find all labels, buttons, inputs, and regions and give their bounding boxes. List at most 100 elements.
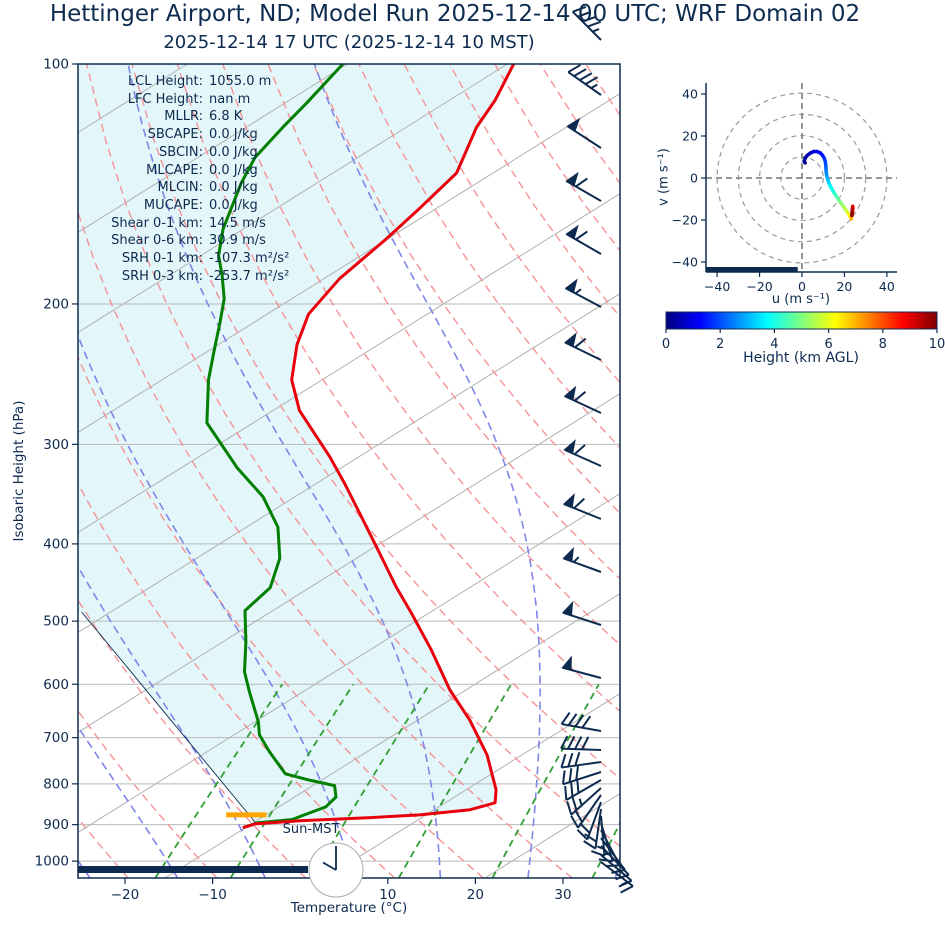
- wind-barb: [570, 794, 602, 829]
- dry-adiabat-line: [85, 64, 620, 848]
- hodograph-v-axis-label: v (m s⁻¹): [656, 148, 672, 206]
- hodograph-v-tick-label: 0: [690, 171, 698, 186]
- wind-barb: [576, 801, 602, 841]
- mixing-ratio-line: [591, 821, 620, 878]
- temperature-tick-label: −20: [111, 887, 140, 903]
- diagonal-guide-line: [78, 64, 348, 233]
- wind-barb: [565, 171, 602, 202]
- diagonal-guide-line: [324, 693, 620, 878]
- mixing-ratio-line: [154, 683, 284, 878]
- diagonal-guide-line: [78, 393, 620, 733]
- stat-label: SRH 0-1 km:: [121, 251, 203, 267]
- dry-adiabat-line: [131, 64, 620, 780]
- colorbar-tick-label: 10: [929, 337, 945, 352]
- wind-barb: [566, 787, 602, 816]
- page-title: Hettinger Airport, ND; Model Run 2025-12…: [49, 1, 861, 27]
- hodograph-u-tick-label: 40: [879, 279, 895, 294]
- stat-value: 0.0 J/kg: [209, 197, 258, 213]
- pressure-axis-label: Isobaric Height (hPa): [11, 400, 27, 542]
- diagonal-guide-line: [78, 493, 620, 833]
- hodograph-v-tick-label: −20: [672, 213, 698, 228]
- colorbar-tick-label: 2: [716, 337, 724, 352]
- pressure-tick-label: 100: [43, 57, 69, 73]
- temperature-tick-label: −10: [198, 887, 227, 903]
- moist-adiabat-line: [0, 64, 2, 878]
- stat-value: 30.9 m/s: [209, 233, 266, 249]
- hodograph-u-tick-label: 20: [836, 279, 852, 294]
- sounding-stats-box: LCL Height: 1055.0 m LFC Height: nan m MLL…: [75, 73, 289, 285]
- stat-label: SRH 0-3 km:: [121, 268, 203, 284]
- pressure-tick-label: 400: [43, 536, 69, 552]
- dry-adiabat-line: [448, 64, 620, 318]
- wind-barb: [561, 655, 602, 679]
- hodograph: −40 −20 0 20 40 40 20 0 −20 −40: [672, 83, 897, 294]
- wind-barb: [561, 766, 602, 786]
- wind-barb: [564, 278, 602, 308]
- wind-barb: [565, 224, 602, 255]
- stat-value: nan m: [209, 91, 251, 107]
- moist-adiabat-line: [78, 725, 179, 878]
- stat-value: 14.5 m/s: [209, 215, 266, 231]
- parcel-profile-line: [81, 611, 256, 823]
- temperature-profile-line: [242, 64, 516, 830]
- wind-barb: [564, 332, 602, 361]
- wind-barb: [563, 385, 602, 414]
- dry-adiabat-line: [312, 64, 620, 515]
- stat-label: MLLR:: [164, 109, 203, 125]
- stat-label: SBCIN:: [159, 144, 203, 160]
- stat-value: -107.3 m²/s²: [209, 251, 290, 267]
- pressure-tick-label: 1000: [35, 854, 69, 870]
- valid-time-subtitle: 2025-12-14 17 UTC (2025-12-14 10 MST): [163, 32, 535, 53]
- wind-barb: [583, 808, 602, 850]
- pressure-tick-label: 200: [43, 296, 69, 312]
- hour-hand: [322, 861, 337, 871]
- stat-value: 6.8 K: [209, 109, 243, 125]
- wind-barb: [572, 5, 602, 41]
- stat-label: SBCAPE:: [147, 127, 203, 143]
- dry-adiabat-line: [78, 482, 396, 878]
- surface-night-bar: [78, 866, 308, 873]
- wind-barb: [562, 601, 602, 626]
- diagonal-guide-line: [78, 193, 620, 533]
- wind-barb: [600, 861, 634, 894]
- dry-adiabat-line: [494, 64, 620, 252]
- temperature-axis-label: Temperature (°C): [290, 900, 408, 916]
- hodograph-v-tick-label: 20: [682, 129, 698, 144]
- temperature-tick-label: 10: [379, 887, 396, 903]
- mixing-ratio-line: [397, 683, 512, 878]
- wind-barb: [566, 117, 602, 149]
- temperature-tick-label: 30: [554, 887, 571, 903]
- dry-adiabat-line: [176, 64, 620, 713]
- wind-barb: [560, 712, 602, 732]
- height-colorbar: 0 2 4 6 8 10: [662, 311, 945, 352]
- colorbar-tick-label: 0: [662, 337, 670, 352]
- hodograph-u-tick-label: −20: [746, 279, 772, 294]
- colorbar-tick-label: 6: [824, 337, 832, 352]
- stat-value: 0.0 J/kg: [209, 144, 258, 160]
- diagonal-guide-line: [78, 93, 620, 433]
- sun-clock-label: Sun-MST: [282, 822, 340, 837]
- wind-barb: [562, 493, 602, 520]
- diagonal-guide-line: [164, 593, 620, 878]
- stat-label: Shear 0-1 km:: [111, 215, 203, 231]
- stat-value: 0.0 J/kg: [209, 162, 258, 178]
- pressure-tick-label: 800: [43, 776, 69, 792]
- stat-label: MLCIN:: [157, 180, 203, 196]
- wind-barb: [567, 64, 602, 96]
- stat-value: 0.0 J/kg: [209, 180, 258, 196]
- stat-label: Shear 0-6 km:: [111, 233, 203, 249]
- dry-adiabat-line: [78, 598, 307, 878]
- dry-adiabat-line: [539, 64, 620, 185]
- diagonal-guide-line: [78, 64, 508, 333]
- stat-label: MUCAPE:: [143, 197, 203, 213]
- moist-adiabat-line: [313, 64, 541, 878]
- moist-adiabat-line: [127, 64, 442, 878]
- dewpoint-profile-line: [205, 64, 344, 830]
- mixing-ratio-line: [229, 683, 354, 878]
- stat-value: 0.0 J/kg: [209, 127, 258, 143]
- hodograph-u-tick-label: −40: [704, 279, 730, 294]
- dry-adiabat-line: [676, 64, 945, 878]
- wind-barb: [560, 751, 602, 769]
- stat-value: -253.7 m²/s²: [209, 268, 290, 284]
